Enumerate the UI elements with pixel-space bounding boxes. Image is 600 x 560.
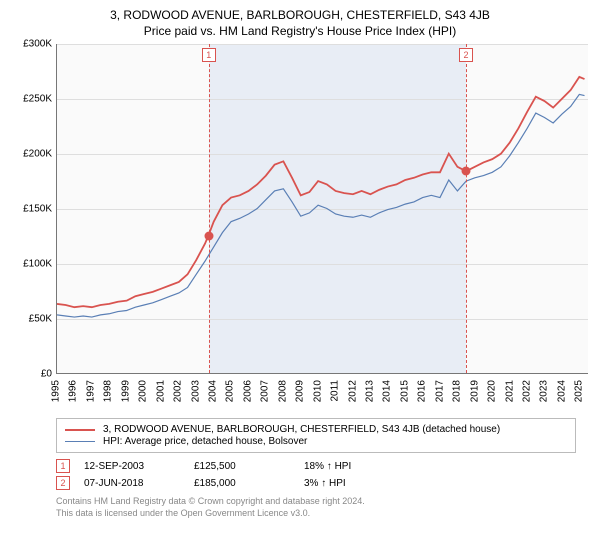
- x-tick-label: 2025: [574, 380, 585, 402]
- marker-date-2: 07-JUN-2018: [84, 478, 194, 489]
- x-tick-label: 2014: [382, 380, 393, 402]
- x-tick-label: 2003: [190, 380, 201, 402]
- marker-badge-1: 1: [56, 459, 70, 473]
- series-line: [57, 77, 585, 307]
- footnote: Contains HM Land Registry data © Crown c…: [56, 496, 588, 519]
- marker-flag: 2: [459, 48, 473, 62]
- x-tick-label: 2011: [330, 380, 341, 402]
- marker-price-1: £125,500: [194, 461, 304, 472]
- x-tick-label: 1999: [120, 380, 131, 402]
- y-tick-label: £250K: [23, 94, 52, 105]
- x-tick-label: 1995: [51, 380, 62, 402]
- x-tick-label: 2006: [242, 380, 253, 402]
- x-tick-label: 2020: [487, 380, 498, 402]
- x-tick-label: 1997: [85, 380, 96, 402]
- x-tick-label: 2018: [452, 380, 463, 402]
- legend-row-series1: 3, RODWOOD AVENUE, BARLBOROUGH, CHESTERF…: [65, 424, 567, 435]
- markers-table: 1 12-SEP-2003 £125,500 18% ↑ HPI 2 07-JU…: [56, 459, 588, 490]
- x-tick-label: 2023: [539, 380, 550, 402]
- y-tick-label: £200K: [23, 149, 52, 160]
- y-tick-label: £100K: [23, 259, 52, 270]
- marker-line: [209, 44, 210, 373]
- plot-area: 12: [56, 44, 588, 374]
- legend-label-series2: HPI: Average price, detached house, Bols…: [103, 436, 307, 447]
- legend-label-series1: 3, RODWOOD AVENUE, BARLBOROUGH, CHESTERF…: [103, 424, 500, 435]
- x-tick-label: 2019: [469, 380, 480, 402]
- x-tick-label: 1998: [103, 380, 114, 402]
- y-axis-labels: £0£50K£100K£150K£200K£250K£300K: [12, 44, 56, 374]
- marker-delta-1: 18% ↑ HPI: [304, 461, 414, 472]
- x-tick-label: 2005: [225, 380, 236, 402]
- y-tick-label: £150K: [23, 204, 52, 215]
- x-tick-label: 2016: [417, 380, 428, 402]
- x-tick-label: 2008: [277, 380, 288, 402]
- marker-badge-2: 2: [56, 476, 70, 490]
- x-tick-label: 2024: [556, 380, 567, 402]
- x-tick-label: 2002: [173, 380, 184, 402]
- marker-row-2: 2 07-JUN-2018 £185,000 3% ↑ HPI: [56, 476, 588, 490]
- x-tick-label: 2007: [260, 380, 271, 402]
- chart-container: 3, RODWOOD AVENUE, BARLBOROUGH, CHESTERF…: [0, 0, 600, 525]
- legend-swatch-red: [65, 429, 95, 431]
- x-tick-label: 2022: [521, 380, 532, 402]
- marker-line: [466, 44, 467, 373]
- x-tick-label: 2001: [155, 380, 166, 402]
- legend-row-series2: HPI: Average price, detached house, Bols…: [65, 436, 567, 447]
- footnote-line2: This data is licensed under the Open Gov…: [56, 508, 588, 520]
- x-tick-label: 2017: [434, 380, 445, 402]
- x-tick-label: 2010: [312, 380, 323, 402]
- chart-area: £0£50K£100K£150K£200K£250K£300K 12 19951…: [12, 44, 588, 414]
- marker-flag: 1: [202, 48, 216, 62]
- title-main: 3, RODWOOD AVENUE, BARLBOROUGH, CHESTERF…: [12, 8, 588, 22]
- marker-row-1: 1 12-SEP-2003 £125,500 18% ↑ HPI: [56, 459, 588, 473]
- x-tick-label: 1996: [68, 380, 79, 402]
- marker-dot: [462, 166, 471, 175]
- title-sub: Price paid vs. HM Land Registry's House …: [12, 24, 588, 38]
- titles: 3, RODWOOD AVENUE, BARLBOROUGH, CHESTERF…: [12, 8, 588, 38]
- marker-delta-2: 3% ↑ HPI: [304, 478, 414, 489]
- x-tick-label: 2009: [295, 380, 306, 402]
- x-tick-label: 2000: [138, 380, 149, 402]
- y-tick-label: £0: [41, 369, 52, 380]
- marker-dot: [204, 231, 213, 240]
- legend-swatch-blue: [65, 441, 95, 442]
- marker-date-1: 12-SEP-2003: [84, 461, 194, 472]
- x-axis-labels: 1995199619971998199920002001200220032004…: [56, 374, 588, 414]
- y-tick-label: £50K: [29, 314, 52, 325]
- marker-price-2: £185,000: [194, 478, 304, 489]
- line-series: [57, 44, 588, 373]
- y-tick-label: £300K: [23, 39, 52, 50]
- legend: 3, RODWOOD AVENUE, BARLBOROUGH, CHESTERF…: [56, 418, 576, 453]
- x-tick-label: 2004: [207, 380, 218, 402]
- x-tick-label: 2021: [504, 380, 515, 402]
- series-line: [57, 94, 585, 317]
- footnote-line1: Contains HM Land Registry data © Crown c…: [56, 496, 588, 508]
- x-tick-label: 2012: [347, 380, 358, 402]
- x-tick-label: 2015: [399, 380, 410, 402]
- x-tick-label: 2013: [364, 380, 375, 402]
